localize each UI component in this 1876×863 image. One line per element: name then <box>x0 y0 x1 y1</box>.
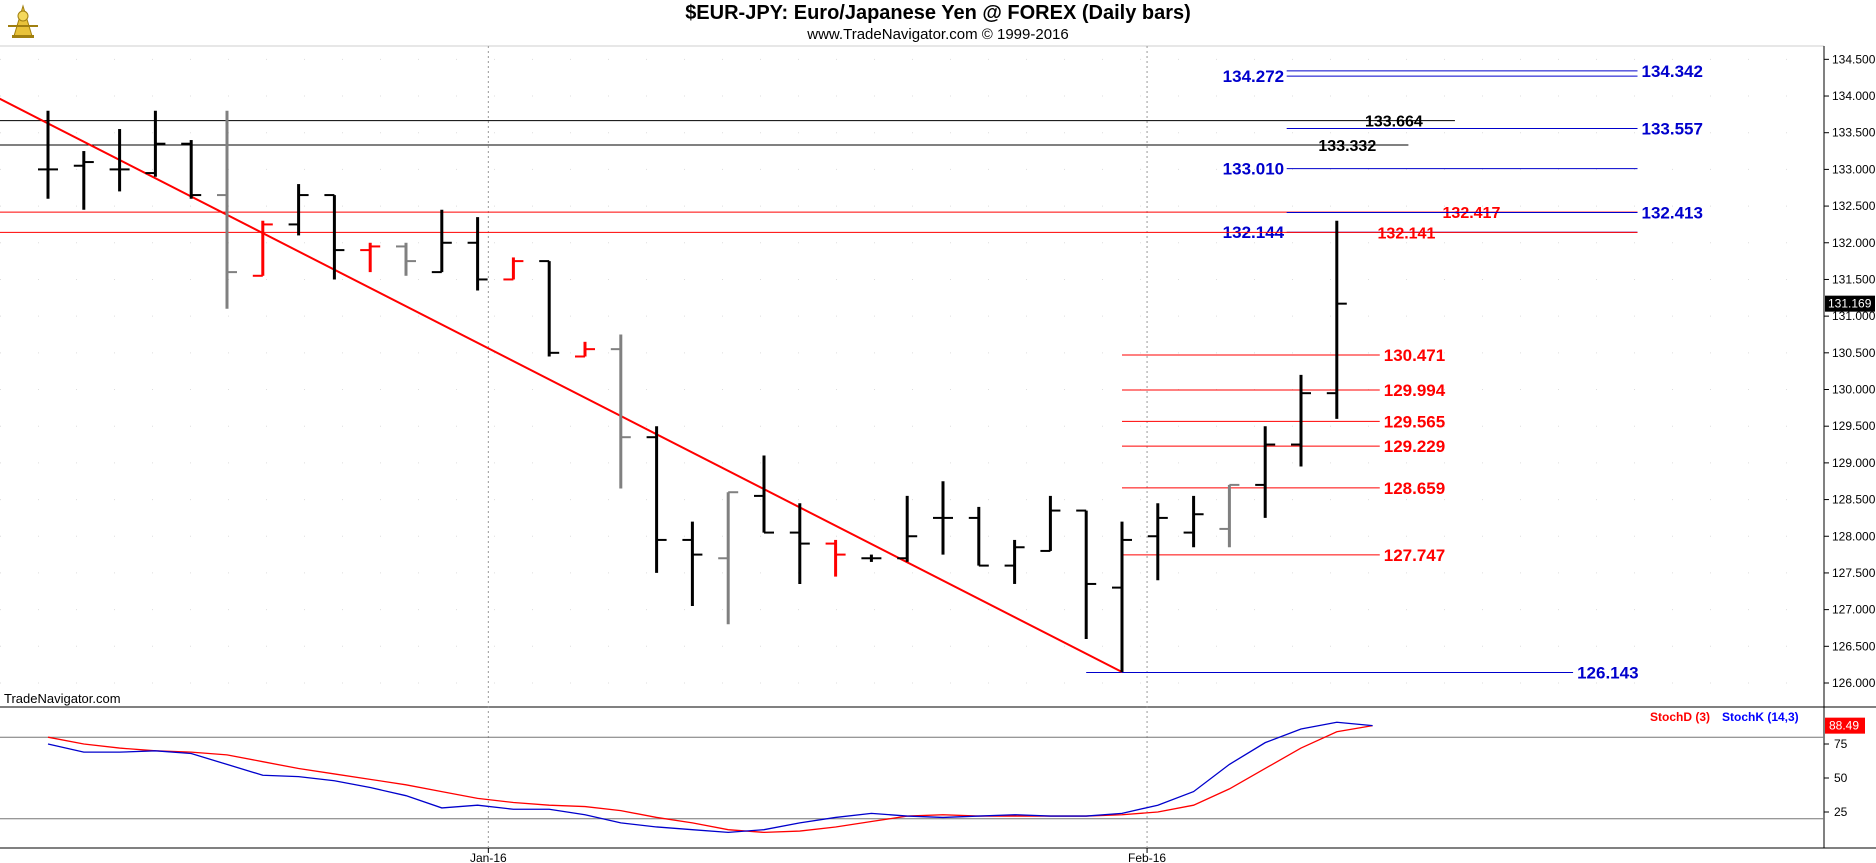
last-price-box <box>1825 295 1875 312</box>
watermark-text: TradeNavigator.com <box>4 691 121 706</box>
stoch-d-legend: StochD (3) <box>1650 710 1710 724</box>
stoch-axis-label: 75 <box>1834 737 1848 751</box>
ohlc-bar <box>1291 374 1311 467</box>
price-axis-label: 134.500 <box>1832 52 1876 66</box>
ohlc-bar <box>539 260 560 357</box>
price-axis-label: 132.500 <box>1832 199 1876 213</box>
ohlc-bar <box>181 140 202 199</box>
ohlc-bar <box>38 110 58 199</box>
x-axis-label: Feb-16 <box>1128 851 1166 863</box>
level-label: 133.664 <box>1365 114 1423 131</box>
ohlc-bar <box>503 257 524 281</box>
level-label: 133.010 <box>1223 160 1284 179</box>
level-label: 127.747 <box>1384 546 1445 565</box>
stoch-k-legend: StochK (14,3) <box>1722 710 1799 724</box>
level-label: 128.659 <box>1384 479 1445 498</box>
ohlc-bar <box>754 455 774 534</box>
stoch-series-line <box>47 725 1373 834</box>
level-label: 132.413 <box>1642 203 1703 222</box>
ohlc-bar <box>646 426 667 573</box>
ohlc-bar <box>789 503 810 584</box>
price-axis-label: 130.500 <box>1832 346 1876 360</box>
ohlc-bar <box>718 491 739 625</box>
ohlc-bar <box>1326 220 1347 419</box>
ohlc-bar <box>288 184 309 236</box>
last-price-label: 131.169 <box>1828 297 1872 311</box>
level-label: 129.994 <box>1384 381 1446 400</box>
price-axis-label: 133.500 <box>1832 126 1876 140</box>
level-label: 126.143 <box>1577 664 1638 683</box>
price-axis-label: 129.000 <box>1832 456 1876 470</box>
ohlc-bar <box>682 521 703 606</box>
price-axis-label: 127.000 <box>1832 603 1876 617</box>
ohlc-bar <box>933 481 953 555</box>
x-axis-label: Jan-16 <box>470 851 507 863</box>
chart-subtitle: www.TradeNavigator.com © 1999-2016 <box>807 26 1069 43</box>
price-axis-label: 131.000 <box>1832 309 1876 323</box>
level-label: 129.565 <box>1384 412 1445 431</box>
ohlc-bar <box>431 209 452 274</box>
ohlc-bar <box>1076 509 1097 639</box>
ohlc-bar <box>1040 495 1061 552</box>
ohlc-bar <box>217 110 237 309</box>
level-label: 134.342 <box>1642 62 1703 81</box>
price-axis-label: 132.000 <box>1832 236 1876 250</box>
chart-header: $EUR-JPY: Euro/Japanese Yen @ FOREX (Dai… <box>0 0 1876 46</box>
ohlc-bar <box>467 217 488 291</box>
price-axis-label: 126.500 <box>1832 639 1876 653</box>
ohlc-bar <box>861 554 882 562</box>
ohlc-bar <box>145 110 166 177</box>
ohlc-bar <box>825 539 846 577</box>
ohlc-bar <box>324 194 345 280</box>
level-label: 130.471 <box>1384 346 1445 365</box>
ohlc-bar <box>109 129 130 192</box>
stoch-axis-label: 50 <box>1834 771 1848 785</box>
price-axis-label: 130.000 <box>1832 383 1876 397</box>
ohlc-bar <box>610 334 631 489</box>
price-axis-label: 128.500 <box>1832 493 1876 507</box>
downtrend-line <box>0 97 1123 673</box>
price-axis-label: 127.500 <box>1832 566 1876 580</box>
level-label: 133.557 <box>1642 120 1703 139</box>
stoch-axis-label: 25 <box>1834 805 1848 819</box>
stoch-last-box <box>1825 717 1865 734</box>
price-axis-label: 129.500 <box>1832 419 1876 433</box>
ohlc-bar <box>897 495 918 562</box>
level-label: 129.229 <box>1384 437 1445 456</box>
ohlc-bar <box>575 341 595 358</box>
price-axis-label: 126.000 <box>1832 676 1876 690</box>
chart-title: $EUR-JPY: Euro/Japanese Yen @ FOREX (Dai… <box>685 2 1191 24</box>
ohlc-bar <box>1183 495 1204 548</box>
stoch-series-line <box>47 721 1373 834</box>
trade-navigator-logo-icon <box>8 4 38 38</box>
ohlc-bar <box>1255 426 1276 518</box>
level-label: 134.272 <box>1223 67 1284 86</box>
level-label: 133.332 <box>1318 138 1376 155</box>
ohlc-bar <box>1219 483 1240 548</box>
price-axis-label: 133.000 <box>1832 162 1876 176</box>
ohlc-bar <box>73 151 94 210</box>
ohlc-bar <box>1112 521 1132 672</box>
ohlc-bar <box>968 506 989 567</box>
stoch-last-label: 88.49 <box>1829 719 1859 733</box>
ohlc-bar <box>252 220 273 277</box>
ohlc-bar <box>1147 503 1168 581</box>
level-label: 132.417 <box>1443 205 1501 222</box>
ohlc-bar <box>396 242 416 276</box>
ohlc-bar <box>1004 539 1025 584</box>
ohlc-bar <box>360 242 381 273</box>
price-axis-label: 131.500 <box>1832 272 1876 286</box>
level-label: 132.141 <box>1378 225 1436 242</box>
price-axis-label: 134.000 <box>1832 89 1876 103</box>
price-axis-label: 128.000 <box>1832 529 1876 543</box>
